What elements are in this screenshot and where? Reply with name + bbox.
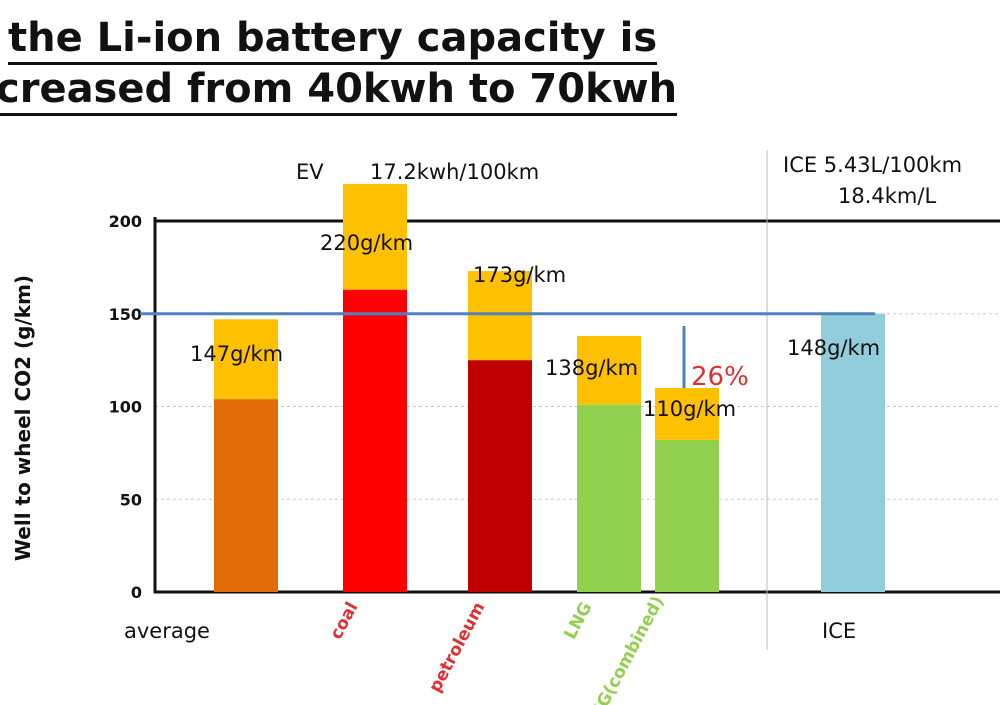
y-tick-label-50: 50 (120, 490, 142, 509)
bar-battery-4 (655, 387, 719, 440)
bar-battery-3 (577, 336, 641, 405)
value-label-1: 220g/km (320, 231, 413, 255)
bar-battery-1 (343, 183, 407, 290)
bar-base-5 (821, 313, 885, 592)
bar-battery-2 (468, 271, 532, 361)
title-line-2: creased from 40kwh to 70kwh (0, 65, 678, 116)
category-label-2: petroleum (425, 599, 489, 696)
value-label-2: 173g/km (473, 263, 566, 287)
value-label-5: 148g/km (787, 336, 880, 360)
reduction-label: 26% (691, 362, 749, 392)
title-line-1: the Li-ion battery capacity is (8, 14, 658, 65)
bar-base-3 (577, 404, 641, 592)
category-label-1: coal (326, 599, 362, 643)
slide-title: the Li-ion battery capacity is creased f… (0, 14, 1000, 116)
bar-base-1 (343, 289, 407, 592)
ice-consumption-label-1: ICE 5.43L/100km (783, 153, 962, 177)
bar-base-4 (655, 439, 719, 592)
category-label-3: LNG (560, 599, 596, 643)
ev-consumption-label: 17.2kwh/100km (370, 160, 539, 184)
category-label-5: ICE (822, 619, 856, 643)
y-tick-label-0: 0 (131, 583, 142, 602)
y-tick-label-200: 200 (109, 212, 142, 231)
category-label-0: average (124, 619, 210, 643)
ev-group-label: EV (296, 160, 324, 184)
bar-battery-0 (214, 319, 278, 400)
ice-consumption-label-2: 18.4km/L (838, 184, 936, 208)
y-tick-label-150: 150 (109, 305, 142, 324)
cut-off-bottom-text (0, 684, 1000, 705)
y-axis-label: Well to wheel CO2 (g/km) (11, 275, 35, 561)
value-label-3: 138g/km (545, 356, 638, 380)
bar-base-0 (214, 399, 278, 592)
value-label-4: 110g/km (643, 397, 736, 421)
bar-base-2 (468, 360, 532, 592)
y-tick-label-100: 100 (109, 398, 142, 417)
value-label-0: 147g/km (190, 342, 283, 366)
